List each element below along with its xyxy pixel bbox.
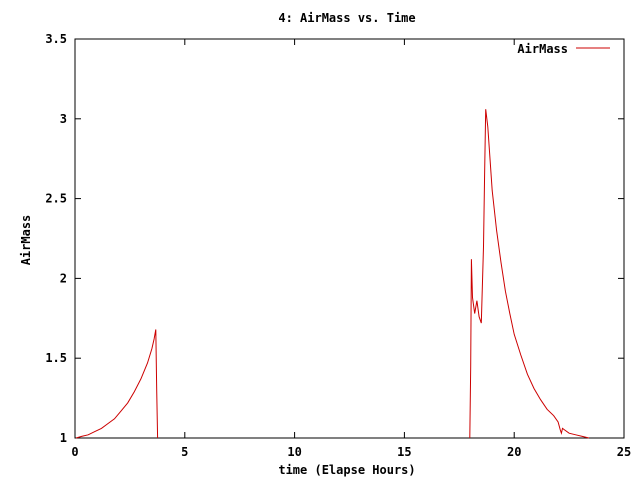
x-tick-label: 0 [71, 445, 78, 459]
legend: AirMass [517, 42, 610, 56]
series-lines [75, 109, 590, 439]
y-tick-label: 1.5 [45, 351, 67, 365]
x-axis-label: time (Elapse Hours) [278, 463, 415, 477]
series-line-airmass [75, 329, 159, 439]
plot-frame [74, 38, 625, 439]
x-tick-label: 5 [181, 445, 188, 459]
chart-title: 4: AirMass vs. Time [278, 11, 415, 25]
y-tick-labels: 1 1.5 2 2.5 3 3.5 [45, 32, 67, 445]
y-axis-label: AirMass [19, 215, 33, 266]
x-tick-label: 10 [287, 445, 301, 459]
y-tick-label: 2.5 [45, 192, 67, 206]
x-tick-labels: 0 5 10 15 20 25 [71, 445, 631, 459]
axis-ticks [74, 38, 625, 439]
x-tick-label: 20 [507, 445, 521, 459]
y-tick-label: 3.5 [45, 32, 67, 46]
series-line-airmass [469, 109, 590, 439]
y-tick-label: 1 [60, 431, 67, 445]
x-tick-label: 25 [617, 445, 631, 459]
x-tick-label: 15 [397, 445, 411, 459]
y-tick-label: 2 [60, 271, 67, 285]
y-tick-label: 3 [60, 112, 67, 126]
legend-entry-airmass: AirMass [517, 42, 568, 56]
